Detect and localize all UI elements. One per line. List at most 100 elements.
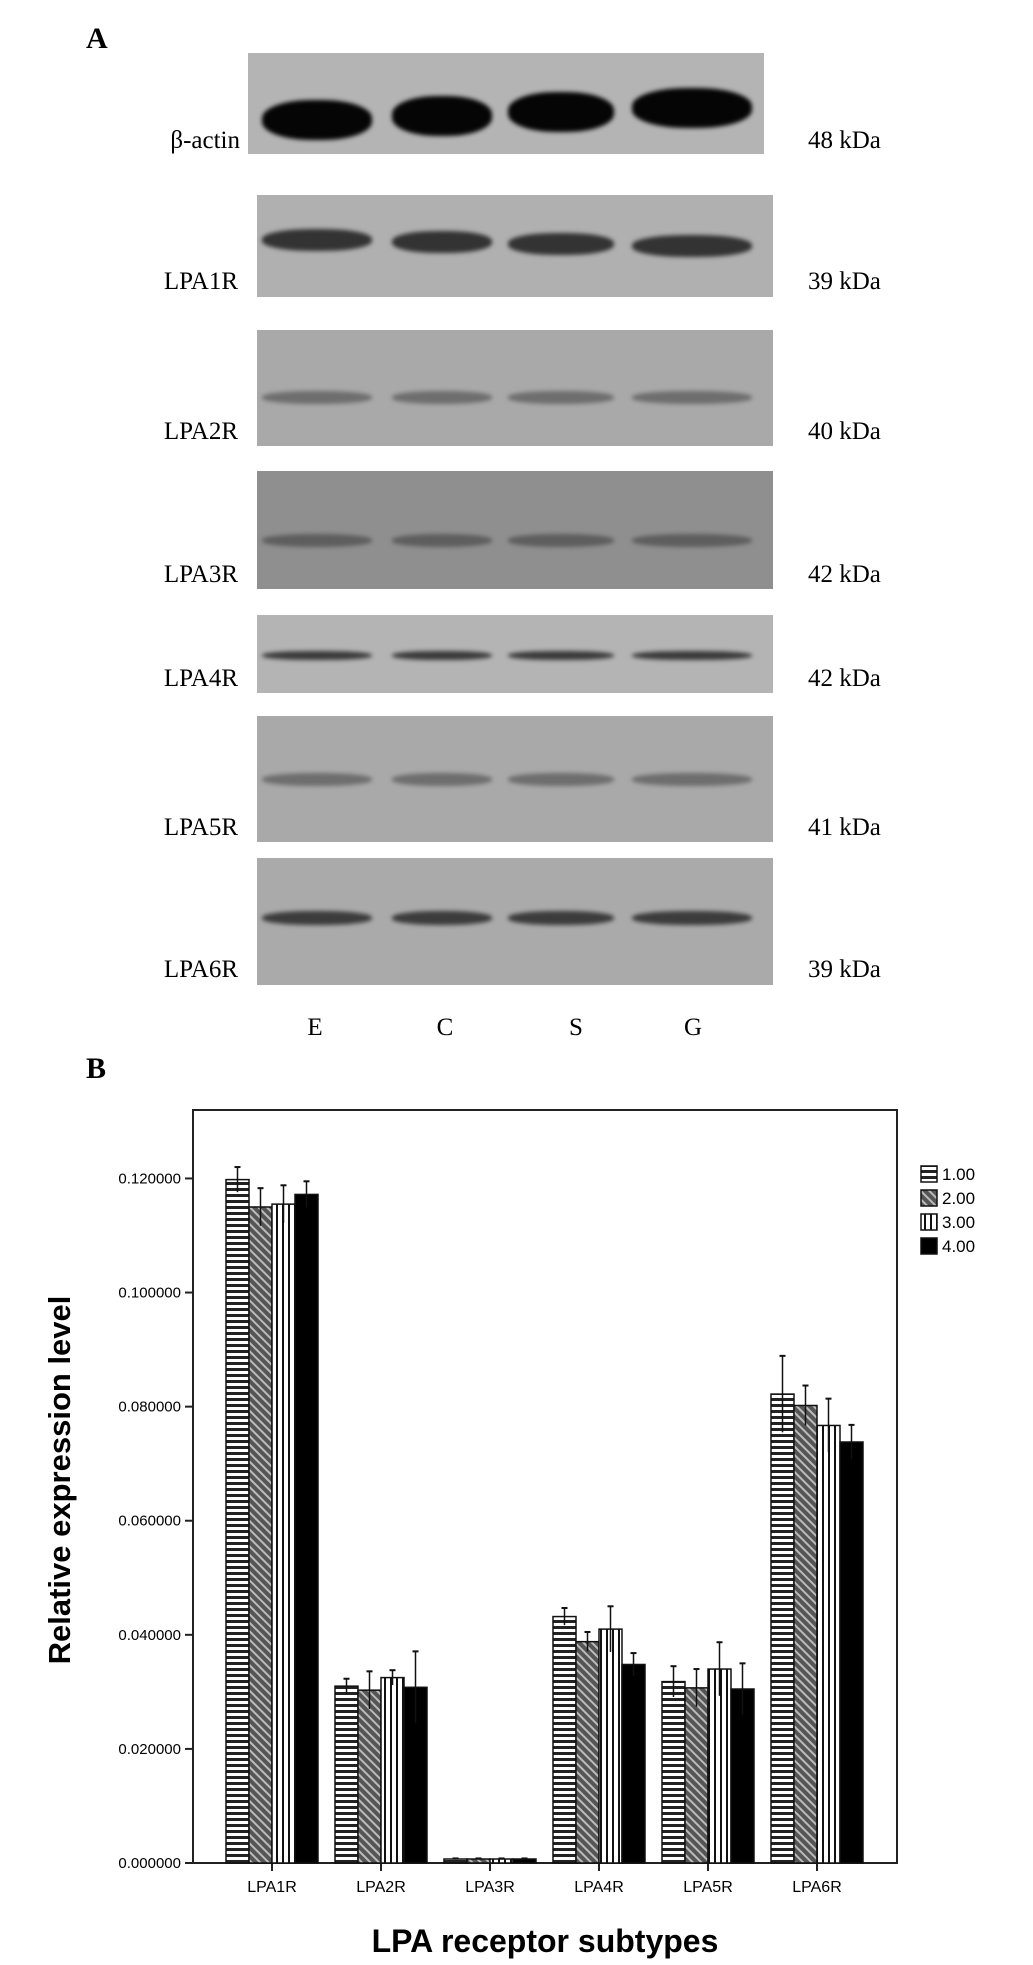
legend-swatch: [920, 1237, 938, 1255]
bar: [552, 1615, 577, 1864]
protein-band: [508, 390, 614, 404]
y-tick-label: 0.060000: [118, 1513, 181, 1530]
bar: [489, 1858, 514, 1864]
protein-band: [632, 235, 752, 257]
bar: [839, 1441, 864, 1864]
bar: [443, 1858, 468, 1864]
molecular-weight-label: 42 kDa: [808, 561, 881, 588]
protein-band: [508, 533, 614, 547]
plot-frame: [192, 1109, 898, 1864]
x-tick-label: LPA3R: [465, 1879, 515, 1896]
y-tick-label: 0.040000: [118, 1627, 181, 1644]
protein-band: [508, 650, 614, 660]
blot-strip: [257, 716, 773, 842]
protein-band: [632, 650, 752, 660]
blot-strip: [257, 195, 773, 297]
legend-swatch: [920, 1213, 938, 1231]
protein-band: [632, 911, 752, 925]
x-axis-title: LPA receptor subtypes: [372, 1923, 719, 1959]
x-tick-label: LPA1R: [247, 1879, 297, 1896]
x-tick-label: LPA2R: [356, 1879, 406, 1896]
molecular-weight-label: 42 kDa: [808, 665, 881, 692]
protein-band: [392, 772, 492, 786]
y-tick-label: 0.100000: [118, 1285, 181, 1302]
y-axis-title: Relative expression level: [42, 1296, 77, 1665]
blot-label: LPA4R: [163, 665, 238, 692]
bar: [294, 1193, 319, 1864]
blot-strip: [257, 330, 773, 446]
protein-band: [392, 231, 492, 253]
blot-label: LPA1R: [163, 268, 238, 295]
bar: [730, 1688, 755, 1864]
legend-label: 3.00: [942, 1213, 975, 1232]
blot-label: LPA6R: [163, 956, 238, 983]
bar: [793, 1404, 818, 1864]
protein-band: [508, 92, 614, 132]
bar: [380, 1676, 405, 1864]
protein-band: [262, 100, 372, 140]
protein-band: [392, 390, 492, 404]
bar: [357, 1689, 382, 1864]
x-tick-label: LPA4R: [574, 1879, 624, 1896]
legend-label: 2.00: [942, 1189, 975, 1208]
panel-a-letter: A: [86, 22, 108, 55]
protein-band: [632, 772, 752, 786]
molecular-weight-label: 41 kDa: [808, 814, 881, 841]
blot-label: β-actin: [170, 127, 240, 154]
protein-band: [262, 390, 372, 404]
protein-band: [262, 650, 372, 660]
y-tick-label: 0.000000: [118, 1855, 181, 1872]
bar: [707, 1668, 732, 1864]
protein-band: [262, 911, 372, 925]
protein-band: [632, 88, 752, 128]
bar: [684, 1687, 709, 1864]
protein-band: [262, 772, 372, 786]
blot-strip: [248, 53, 764, 154]
legend-label: 4.00: [942, 1237, 975, 1256]
protein-band: [392, 650, 492, 660]
protein-band: [632, 390, 752, 404]
lane-label: G: [683, 1014, 703, 1041]
bar: [661, 1680, 686, 1864]
bar: [248, 1206, 273, 1864]
protein-band: [392, 96, 492, 136]
blot-strip: [257, 471, 773, 589]
protein-band: [508, 911, 614, 925]
protein-band: [262, 229, 372, 251]
legend-swatch: [920, 1165, 938, 1183]
protein-band: [392, 911, 492, 925]
molecular-weight-label: 39 kDa: [808, 956, 881, 983]
bar: [512, 1858, 537, 1864]
bar: [225, 1178, 250, 1864]
lane-label: E: [307, 1014, 323, 1041]
protein-band: [632, 533, 752, 547]
legend-swatch: [920, 1189, 938, 1207]
molecular-weight-label: 40 kDa: [808, 418, 881, 445]
bar: [334, 1685, 359, 1864]
x-tick-label: LPA6R: [792, 1879, 842, 1896]
legend-label: 1.00: [942, 1165, 975, 1184]
blot-label: LPA3R: [163, 561, 238, 588]
bar: [621, 1663, 646, 1864]
panel-b-letter: B: [86, 1052, 107, 1085]
molecular-weight-label: 48 kDa: [808, 127, 881, 154]
y-tick-label: 0.120000: [118, 1170, 181, 1187]
bar: [598, 1628, 623, 1864]
lane-label: C: [436, 1014, 454, 1041]
protein-band: [508, 772, 614, 786]
lane-label: S: [569, 1014, 583, 1041]
blot-label: LPA2R: [163, 418, 238, 445]
bar: [271, 1203, 296, 1864]
y-tick-label: 0.080000: [118, 1399, 181, 1416]
bar: [575, 1640, 600, 1864]
blot-strip: [257, 615, 773, 693]
blot-label: LPA5R: [163, 814, 238, 841]
bar: [770, 1393, 795, 1864]
protein-band: [262, 533, 372, 547]
y-tick-label: 0.020000: [118, 1741, 181, 1758]
bar: [816, 1424, 841, 1864]
blot-strip: [257, 858, 773, 985]
protein-band: [508, 233, 614, 255]
molecular-weight-label: 39 kDa: [808, 268, 881, 295]
